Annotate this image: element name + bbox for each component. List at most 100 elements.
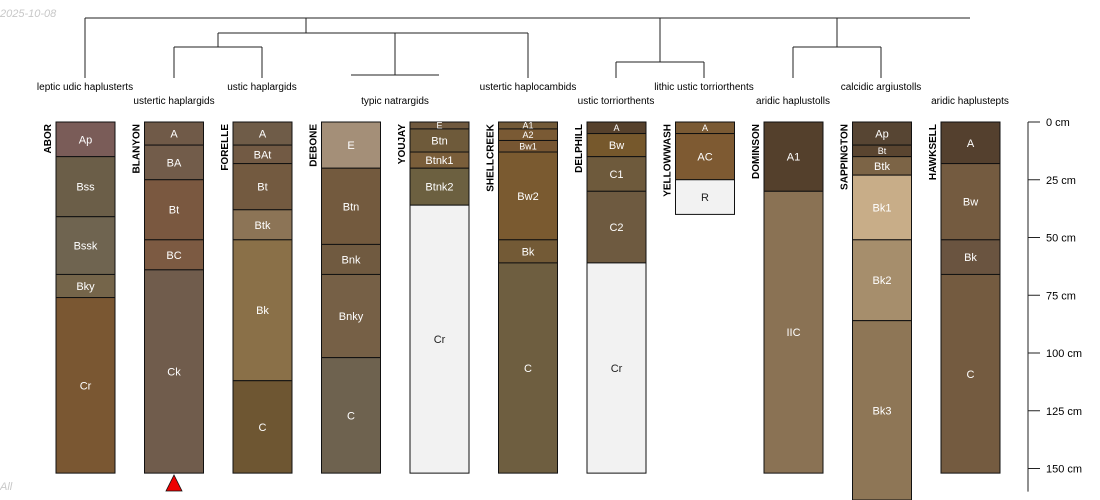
taxon-label: ustertic haplocambids [480, 82, 577, 93]
horizon-label: Cr [80, 380, 92, 392]
profile-name: HAWKSELL [928, 124, 939, 180]
horizon-label: Ck [167, 366, 181, 378]
horizon-c[interactable] [940, 273, 1001, 474]
horizon-label: C [259, 422, 267, 434]
horizon-bt[interactable] [144, 179, 204, 241]
dendrogram [84, 17, 970, 78]
profile-youjay: E Btn Btnk1 Btnk2 Cr YOUJAY [397, 121, 470, 474]
profile-abor: Ap Bss Bssk Bky Cr ABOR [43, 121, 116, 474]
horizon-label: R [701, 192, 709, 204]
horizon-bk2[interactable] [852, 239, 912, 322]
horizon-a[interactable] [940, 121, 1001, 165]
taxon-label: calcidic argiustolls [841, 82, 922, 93]
profile-blanyon: A BA Bt BC Ck BLANYON [132, 121, 204, 492]
horizon-label: Bt [169, 205, 179, 217]
horizon-label: Bk [256, 305, 269, 317]
horizon-bc[interactable] [144, 239, 204, 271]
horizon-label: Bk [964, 252, 977, 264]
horizon-label: C1 [609, 169, 623, 181]
profile-name: FORELLE [220, 124, 231, 171]
horizon-label: C2 [609, 222, 623, 234]
horizon-bnky[interactable] [321, 273, 381, 359]
profile-delphill: A Bw C1 C2 Cr DELPHILL [574, 121, 647, 474]
taxon-label: ustic torriorthents [578, 96, 655, 107]
horizon-r[interactable] [675, 179, 735, 215]
profile-name: DEBONE [309, 124, 320, 167]
horizon-btk[interactable] [232, 209, 293, 241]
horizon-label: E [436, 121, 442, 131]
profile-sappington: Ap Bt Btk Bk1 Bk2 Bk3 SAPPINGTON [840, 121, 912, 500]
horizon-c2[interactable] [586, 190, 647, 264]
depth-tick-label: 50 cm [1046, 233, 1076, 245]
horizon-label: Bss [76, 182, 95, 194]
horizon-c1[interactable] [586, 156, 647, 192]
taxon-label: typic natrargids [361, 96, 429, 107]
depth-tick-label: 25 cm [1046, 175, 1076, 187]
horizon-label: C [524, 363, 532, 375]
horizon-label: A2 [522, 130, 533, 140]
horizon-bssk[interactable] [55, 216, 116, 275]
taxon-label: aridic haplustepts [931, 96, 1009, 107]
horizon-label: Bk [522, 246, 535, 258]
profile-forelle: A BAt Bt Btk Bk C FORELLE [220, 121, 293, 474]
horizon-c[interactable] [232, 380, 293, 474]
horizon-label: C [347, 410, 355, 422]
horizon-cr[interactable] [55, 297, 116, 474]
depth-tick-label: 150 cm [1046, 464, 1082, 476]
horizon-cr[interactable] [586, 262, 647, 474]
horizon-bw[interactable] [940, 163, 1001, 241]
horizon-label: Bk1 [873, 202, 892, 214]
profile-name: YOUJAY [397, 124, 408, 165]
horizon-label: A [702, 123, 708, 133]
profile-name: YELLOWWASH [663, 124, 674, 197]
horizon-label: Btn [343, 201, 360, 213]
horizon-btnk2[interactable] [409, 167, 470, 206]
horizon-bss[interactable] [55, 156, 116, 218]
horizon-e[interactable] [321, 121, 381, 169]
horizon-cr[interactable] [409, 204, 470, 474]
horizon-label: Bw2 [517, 191, 538, 203]
footer-stamp: All [0, 481, 13, 493]
horizon-label: BC [166, 250, 181, 262]
horizon-label: Btnk2 [425, 182, 453, 194]
horizon-label: Btn [431, 135, 448, 147]
horizon-label: A [170, 129, 178, 141]
profile-name: DELPHILL [574, 124, 585, 173]
horizon-label: Ap [875, 129, 888, 141]
date-stamp: 2025-10-08 [0, 8, 57, 20]
profile-hawksell: A Bw Bk C HAWKSELL [928, 121, 1001, 474]
horizon-label: Bssk [74, 241, 98, 253]
horizon-bk3[interactable] [852, 320, 912, 500]
horizon-label: C [967, 369, 975, 381]
depth-tick-label: 75 cm [1046, 290, 1076, 302]
taxon-label: aridic haplustolls [756, 96, 830, 107]
horizon-c[interactable] [321, 357, 381, 474]
horizon-ba[interactable] [144, 144, 204, 181]
profile-name: SAPPINGTON [840, 124, 851, 190]
horizon-label: Btk [255, 220, 271, 232]
profile-name: SHELLCREEK [486, 123, 497, 192]
horizon-ck[interactable] [144, 269, 204, 474]
horizon-c[interactable] [498, 262, 558, 474]
horizon-iic[interactable] [763, 190, 824, 474]
horizon-ac[interactable] [675, 133, 735, 181]
horizon-bw2[interactable] [498, 151, 558, 241]
taxon-label: ustertic haplargids [133, 96, 214, 107]
horizon-bk[interactable] [940, 239, 1001, 275]
horizon-label: Ap [79, 134, 92, 146]
horizon-label: Cr [434, 334, 446, 346]
horizon-a1[interactable] [763, 121, 824, 192]
horizon-ap[interactable] [55, 121, 116, 158]
horizon-bnk[interactable] [321, 243, 381, 275]
horizon-label: A [613, 123, 619, 133]
horizon-label: AC [697, 152, 712, 164]
profile-dominson: A1 IIC DOMINSON [751, 121, 824, 474]
horizon-bk[interactable] [232, 239, 293, 382]
horizon-label: Cr [611, 363, 623, 375]
horizon-bt[interactable] [232, 163, 293, 211]
profile-debone: E Btn Bnk Bnky C DEBONE [309, 121, 381, 474]
horizon-label: A [259, 129, 267, 141]
